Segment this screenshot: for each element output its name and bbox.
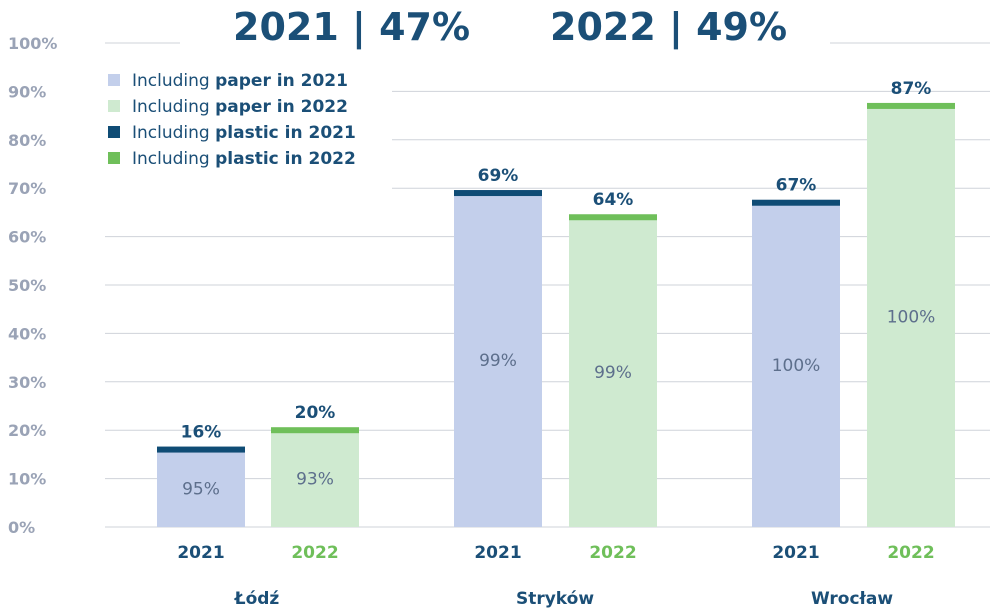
x-tick-year-label: 2022 (291, 543, 338, 563)
bar-value-label: 16% (181, 423, 222, 443)
y-tick-label: 90% (8, 82, 46, 101)
bar-2022 (867, 105, 955, 528)
bar-value-label: 69% (478, 166, 519, 186)
legend-swatch (108, 100, 120, 112)
bar-paper-share-label: 99% (594, 363, 632, 383)
legend-prefix: Including (132, 149, 215, 169)
y-tick-label: 80% (8, 131, 46, 150)
y-tick-label: 20% (8, 421, 46, 440)
bar-value-label: 87% (891, 79, 932, 99)
legend-swatch (108, 126, 120, 138)
y-tick-label: 100% (8, 34, 57, 53)
legend-swatch (108, 74, 120, 86)
x-group-city-label: Wrocław (811, 589, 893, 609)
y-tick-label: 40% (8, 324, 46, 343)
bar-paper-share-label: 95% (182, 479, 220, 499)
bar-2022 (271, 430, 359, 527)
bar-value-label: 64% (593, 190, 634, 210)
bar-paper-share-label: 100% (772, 356, 821, 376)
bar-value-label: 20% (295, 403, 336, 423)
bar-2022 (569, 217, 657, 528)
legend-entry: Including paper in 2021 (132, 71, 348, 91)
x-tick-year-label: 2022 (887, 543, 934, 563)
x-group-city-label: Łódź (234, 589, 280, 609)
y-tick-label: 0% (8, 518, 35, 537)
legend-label: paper in 2021 (215, 71, 348, 91)
bar-2021 (157, 449, 245, 527)
x-group-city-label: Stryków (516, 589, 594, 609)
bar-cap-plastic-2022 (569, 214, 657, 221)
x-tick-year-label: 2021 (177, 543, 224, 563)
legend-label: plastic in 2021 (215, 123, 356, 143)
y-tick-label: 70% (8, 179, 46, 198)
bar-cap-plastic-2022 (867, 102, 955, 109)
y-tick-label: 60% (8, 228, 46, 247)
y-tick-label: 30% (8, 373, 46, 392)
bar-cap-plastic-2022 (271, 427, 359, 434)
bar-paper-share-label: 93% (296, 470, 334, 490)
x-tick-year-label: 2021 (772, 543, 819, 563)
legend-prefix: Including (132, 71, 215, 91)
x-tick-year-label: 2021 (474, 543, 521, 563)
legend-label: plastic in 2022 (215, 149, 356, 169)
bar-cap-plastic-2021 (454, 190, 542, 197)
x-tick-year-label: 2022 (589, 543, 636, 563)
legend-entry: Including paper in 2022 (132, 97, 348, 117)
legend-entry: Including plastic in 2021 (132, 123, 356, 143)
headline-2021: 2021 | 47% (233, 5, 470, 50)
bar-value-label: 67% (776, 176, 817, 196)
headline-2022: 2022 | 49% (550, 5, 787, 50)
legend-prefix: Including (132, 97, 215, 117)
legend-swatch (108, 152, 120, 164)
y-tick-label: 50% (8, 276, 46, 295)
bar-cap-plastic-2021 (157, 446, 245, 453)
legend-prefix: Including (132, 123, 215, 143)
bar-paper-share-label: 100% (887, 307, 936, 327)
bar-2021 (454, 193, 542, 528)
bar-cap-plastic-2021 (752, 199, 840, 206)
y-tick-label: 10% (8, 470, 46, 489)
legend-entry: Including plastic in 2022 (132, 149, 356, 169)
bar-2021 (752, 202, 840, 527)
bar-paper-share-label: 99% (479, 351, 517, 371)
legend-label: paper in 2022 (215, 97, 348, 117)
